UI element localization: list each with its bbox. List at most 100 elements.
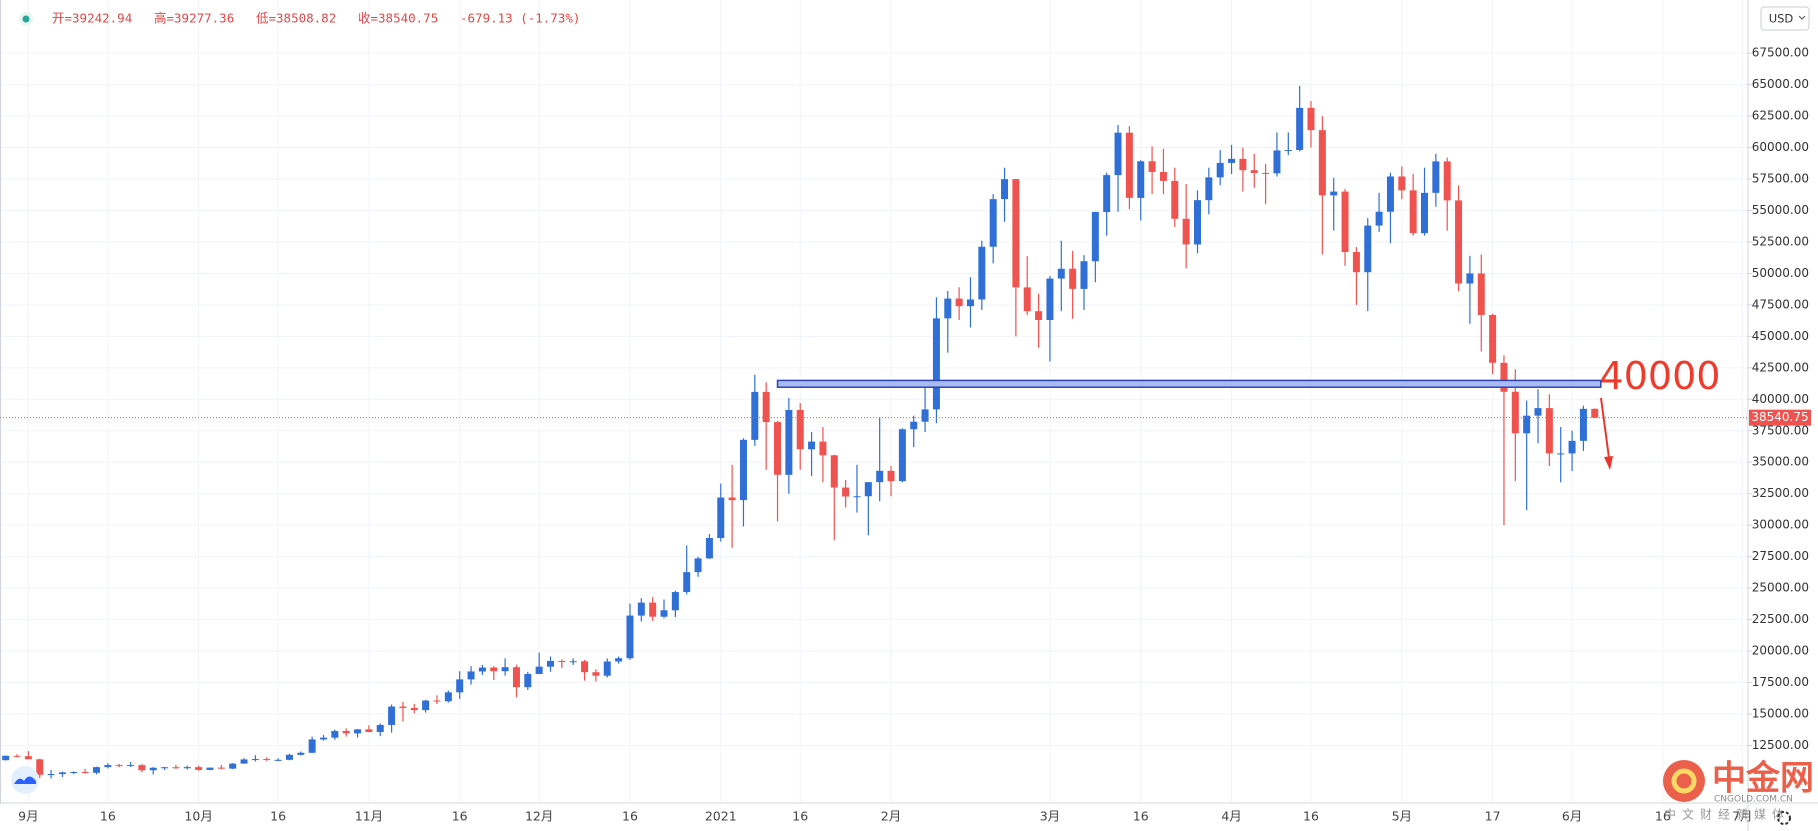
candle-body	[92, 767, 100, 773]
candle-body	[558, 661, 566, 663]
x-tick-label: 16	[622, 809, 638, 824]
candle-body	[547, 661, 555, 667]
candle-body	[751, 391, 759, 440]
candle-body	[1114, 132, 1122, 176]
candle-body	[1171, 180, 1179, 219]
candle-body	[1103, 175, 1111, 212]
y-tick-label: 22500.00	[1752, 612, 1809, 626]
candle-body	[410, 707, 418, 711]
x-tick-label: 2021	[705, 809, 737, 824]
x-tick-label: 9月	[18, 809, 38, 824]
settings-icon[interactable]	[1777, 811, 1791, 825]
x-tick-label: 16	[270, 809, 286, 824]
y-tick-label: 35000.00	[1752, 455, 1809, 469]
candle-body	[1137, 161, 1145, 198]
candle-body	[1182, 218, 1190, 245]
candle-body	[274, 759, 282, 761]
candle-body	[388, 706, 396, 725]
candle-body	[195, 767, 203, 770]
candle-body	[1159, 171, 1167, 181]
candle-body	[1477, 273, 1485, 315]
y-tick-label: 52500.00	[1752, 234, 1809, 248]
currency-label[interactable]: USD	[1769, 12, 1794, 26]
candle-body	[81, 772, 89, 774]
candle-body	[842, 487, 850, 497]
candle-body	[785, 409, 793, 475]
currency-button[interactable]	[1760, 6, 1810, 31]
candle-body	[149, 767, 157, 771]
candle-body	[1352, 252, 1360, 273]
candle-body	[433, 700, 441, 702]
candle-body	[444, 692, 452, 702]
candle-body	[966, 299, 974, 307]
candle-body	[1296, 107, 1304, 151]
legend-low: 低=38508.82	[256, 11, 336, 26]
overlay: 38540.75 40000	[0, 354, 1811, 426]
candle-body	[342, 730, 350, 734]
legend-high: 高=39277.36	[154, 11, 234, 26]
candle-body	[58, 772, 66, 775]
y-tick-label: 27500.00	[1752, 549, 1809, 563]
y-tick-label: 65000.00	[1752, 77, 1809, 91]
candle-body	[1330, 191, 1338, 196]
candle-body	[853, 496, 861, 498]
candle-body	[13, 755, 21, 757]
last-price-label: 38540.75	[1751, 410, 1808, 424]
y-tick-label: 37500.00	[1752, 423, 1809, 437]
candle-body	[1012, 179, 1020, 288]
x-tick-label: 3月	[1040, 809, 1060, 824]
candle-body	[1386, 176, 1394, 212]
x-tick-label: 17	[1485, 809, 1501, 824]
y-tick-label: 60000.00	[1752, 140, 1809, 154]
candle-body	[887, 470, 895, 482]
candle-body	[263, 759, 271, 761]
watermark-logo	[1663, 760, 1705, 802]
y-tick-label: 40000.00	[1752, 392, 1809, 406]
candle-body	[864, 482, 872, 497]
candle-body	[1001, 179, 1009, 200]
candle-body	[989, 199, 997, 247]
candle-body	[467, 671, 475, 680]
candle-body	[694, 558, 702, 573]
candle-body	[898, 429, 906, 482]
candle-body	[1080, 261, 1088, 289]
candle-body	[944, 298, 952, 319]
y-tick-label: 55000.00	[1752, 203, 1809, 217]
candle-body	[138, 765, 146, 771]
watermark-name: 中金网	[1712, 759, 1814, 799]
candle-body	[1432, 161, 1440, 193]
candle-body	[1148, 161, 1156, 172]
candle-body	[626, 615, 634, 659]
watermark: 中金网 CNGOLD.COM.CN 中文财经新媒体	[1663, 759, 1814, 822]
candle-body	[183, 767, 191, 769]
y-tick-label: 57500.00	[1752, 172, 1809, 186]
candle-body	[1455, 200, 1463, 284]
candle-body	[1046, 278, 1054, 320]
x-tick-label: 11月	[355, 809, 383, 824]
annotation-arrow	[1600, 397, 1610, 459]
watermark-domain: CNGOLD.COM.CN	[1714, 795, 1793, 805]
candle-body	[1069, 268, 1077, 289]
candle-body	[365, 729, 373, 733]
candle-body	[683, 572, 691, 593]
candle-body	[728, 497, 736, 501]
y-tick-label: 17500.00	[1752, 675, 1809, 689]
legend-close: 收=38540.75	[358, 11, 438, 26]
candle-body	[739, 439, 747, 501]
candle-body	[399, 706, 407, 708]
candle-body	[671, 592, 679, 611]
candle-body	[1591, 408, 1599, 418]
candle-body	[376, 724, 384, 733]
candle-body	[354, 729, 362, 734]
watermark-slogan: 中文财经新媒体	[1664, 807, 1790, 822]
x-tick-label: 10月	[184, 809, 212, 824]
candle-body	[1557, 453, 1565, 455]
candle-body	[978, 246, 986, 300]
candle-body	[229, 763, 237, 769]
candle-body	[1489, 314, 1497, 363]
candle-body	[490, 667, 498, 672]
candle-body	[24, 756, 32, 760]
candle-body	[70, 772, 78, 774]
